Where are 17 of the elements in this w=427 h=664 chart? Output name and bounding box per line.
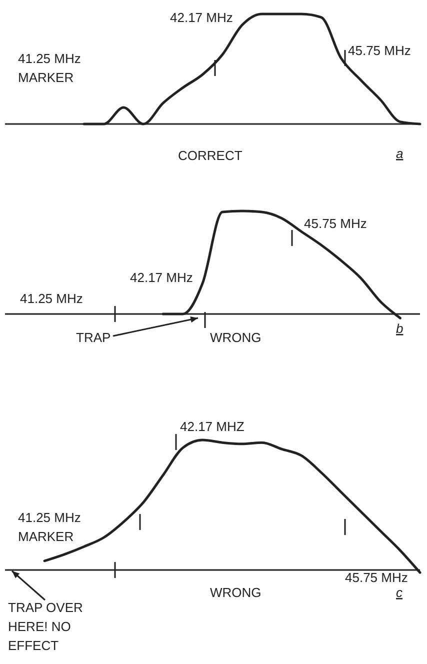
- annotation: 41.25 MHz MARKER: [18, 510, 81, 544]
- annotation: 42.17 MHz: [170, 10, 233, 25]
- text: b: [396, 321, 404, 336]
- text: c: [396, 585, 403, 600]
- text: WRONG: [210, 585, 262, 600]
- text: a: [396, 146, 404, 161]
- annotation: 45.75 MHz: [345, 570, 408, 585]
- annotation: 42.17 MHz: [130, 270, 193, 285]
- text: TRAP OVER HERE! NO EFFECT: [8, 600, 83, 653]
- text: TRAP: [76, 330, 111, 345]
- text: CORRECT: [178, 148, 242, 163]
- text: WRONG: [210, 330, 262, 345]
- text: 42.17 MHZ: [180, 419, 244, 434]
- annotation: 45.75 MHz: [348, 43, 411, 58]
- annotation: 45.75 MHz: [304, 216, 367, 231]
- annotation: 41.25 MHz MARKER: [18, 51, 81, 85]
- annotation: 41.25 MHz: [20, 291, 83, 306]
